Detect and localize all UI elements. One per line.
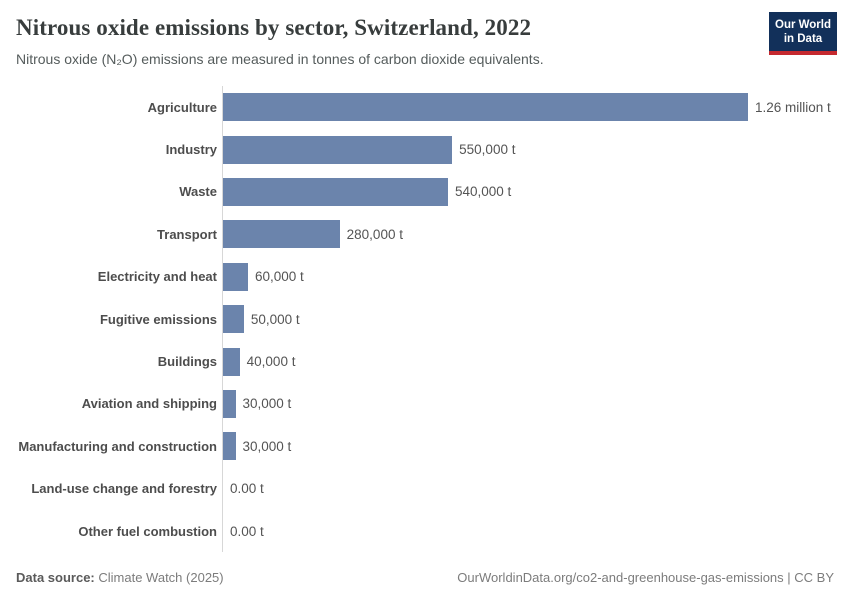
owid-logo-line2: in Data <box>783 32 823 45</box>
category-label: Waste <box>179 184 217 200</box>
chart-subtitle: Nitrous oxide (N₂O) emissions are measur… <box>16 50 544 67</box>
bar-track: 540,000 t <box>222 170 834 214</box>
chart-row: Waste 540,000 t <box>16 170 834 214</box>
bar-track: 0.00 t <box>222 467 834 510</box>
category-label: Agriculture <box>147 99 217 115</box>
category-label: Land-use change and forestry <box>31 481 217 497</box>
bar-track: 1.26 million t <box>222 86 834 129</box>
chart-footer: Data source: Climate Watch (2025) OurWor… <box>16 570 834 585</box>
bar-track: 0.00 t <box>222 509 834 553</box>
bar-chart: Agriculture 1.26 million t Industry 550,… <box>16 86 834 553</box>
bar[interactable] <box>223 305 244 334</box>
chart-row: Fugitive emissions 50,000 t <box>16 297 834 341</box>
value-label: 0.00 t <box>230 481 264 497</box>
value-label: 50,000 t <box>250 311 300 327</box>
bar[interactable] <box>223 220 340 249</box>
chart-row: Electricity and heat 60,000 t <box>16 255 834 298</box>
category-label: Buildings <box>157 354 217 370</box>
bar-track: 280,000 t <box>222 213 834 256</box>
bar-track: 60,000 t <box>222 255 834 298</box>
value-label: 0.00 t <box>230 523 264 539</box>
bar-track: 30,000 t <box>222 425 834 468</box>
category-label: Fugitive emissions <box>99 311 217 327</box>
value-label: 30,000 t <box>242 396 292 412</box>
chart-row: Land-use change and forestry 0.00 t <box>16 467 834 510</box>
category-label: Manufacturing and construction <box>18 438 217 454</box>
bar[interactable] <box>223 389 236 418</box>
value-label: 30,000 t <box>242 438 292 454</box>
page-title: Nitrous oxide emissions by sector, Switz… <box>16 15 532 40</box>
data-source: Data source: Climate Watch (2025) <box>16 570 224 585</box>
chart-row: Industry 550,000 t <box>16 128 834 171</box>
category-label: Other fuel combustion <box>78 523 217 539</box>
category-label: Industry <box>165 142 217 158</box>
value-label: 280,000 t <box>346 226 403 242</box>
chart-header: Nitrous oxide emissions by sector, Switz… <box>16 12 837 67</box>
value-label: 60,000 t <box>255 269 304 285</box>
bar-track: 50,000 t <box>222 297 834 341</box>
footer-link[interactable]: OurWorldinData.org/co2-and-greenhouse-ga… <box>457 570 834 585</box>
value-label: 550,000 t <box>459 142 516 158</box>
bar-track: 550,000 t <box>222 128 834 171</box>
category-label: Transport <box>157 226 217 242</box>
data-source-value: Climate Watch (2025) <box>98 570 224 585</box>
bar[interactable] <box>223 347 240 376</box>
chart-row: Transport 280,000 t <box>16 213 834 256</box>
bar[interactable] <box>223 135 453 164</box>
value-label: 1.26 million t <box>755 99 831 115</box>
chart-row: Aviation and shipping 30,000 t <box>16 382 834 426</box>
data-source-label: Data source: <box>16 570 95 585</box>
bar[interactable] <box>223 93 748 122</box>
bar[interactable] <box>223 432 236 461</box>
category-label: Electricity and heat <box>97 269 217 285</box>
bar-track: 40,000 t <box>222 340 834 383</box>
chart-row: Buildings 40,000 t <box>16 340 834 383</box>
category-label: Aviation and shipping <box>81 396 217 412</box>
owid-logo-line1: Our World <box>775 19 832 31</box>
value-label: 40,000 t <box>246 354 296 370</box>
chart-row: Other fuel combustion 0.00 t <box>16 509 834 553</box>
chart-row: Agriculture 1.26 million t <box>16 86 834 129</box>
value-label: 540,000 t <box>455 184 512 200</box>
bar[interactable] <box>223 177 448 206</box>
bar[interactable] <box>223 262 248 291</box>
chart-row: Manufacturing and construction 30,000 t <box>16 425 834 468</box>
bar-track: 30,000 t <box>222 382 834 426</box>
owid-logo: Our World in Data <box>769 12 837 56</box>
